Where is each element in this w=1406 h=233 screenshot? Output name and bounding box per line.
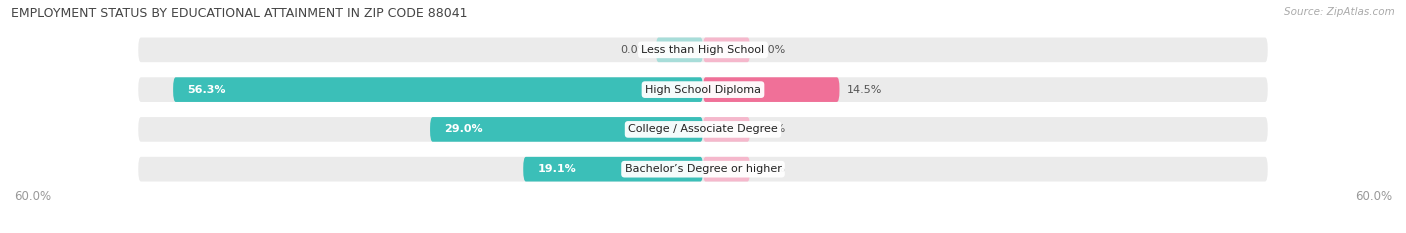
Text: Source: ZipAtlas.com: Source: ZipAtlas.com [1284, 7, 1395, 17]
FancyBboxPatch shape [703, 38, 749, 62]
FancyBboxPatch shape [138, 77, 1268, 102]
Text: Bachelor’s Degree or higher: Bachelor’s Degree or higher [624, 164, 782, 174]
FancyBboxPatch shape [703, 157, 749, 182]
Text: 14.5%: 14.5% [846, 85, 883, 95]
FancyBboxPatch shape [138, 38, 1268, 62]
Text: 0.0%: 0.0% [620, 45, 648, 55]
Text: 0.0%: 0.0% [758, 45, 786, 55]
FancyBboxPatch shape [173, 77, 703, 102]
Text: 60.0%: 60.0% [14, 190, 51, 203]
Text: College / Associate Degree: College / Associate Degree [628, 124, 778, 134]
Text: 29.0%: 29.0% [444, 124, 482, 134]
FancyBboxPatch shape [430, 117, 703, 142]
FancyBboxPatch shape [703, 117, 749, 142]
Text: EMPLOYMENT STATUS BY EDUCATIONAL ATTAINMENT IN ZIP CODE 88041: EMPLOYMENT STATUS BY EDUCATIONAL ATTAINM… [11, 7, 468, 20]
Text: 19.1%: 19.1% [537, 164, 576, 174]
FancyBboxPatch shape [138, 157, 1268, 182]
Text: 56.3%: 56.3% [187, 85, 226, 95]
Text: 0.0%: 0.0% [758, 124, 786, 134]
Text: 0.0%: 0.0% [758, 164, 786, 174]
FancyBboxPatch shape [523, 157, 703, 182]
FancyBboxPatch shape [703, 77, 839, 102]
FancyBboxPatch shape [657, 38, 703, 62]
FancyBboxPatch shape [138, 117, 1268, 142]
Text: High School Diploma: High School Diploma [645, 85, 761, 95]
Text: 60.0%: 60.0% [1355, 190, 1392, 203]
Text: Less than High School: Less than High School [641, 45, 765, 55]
